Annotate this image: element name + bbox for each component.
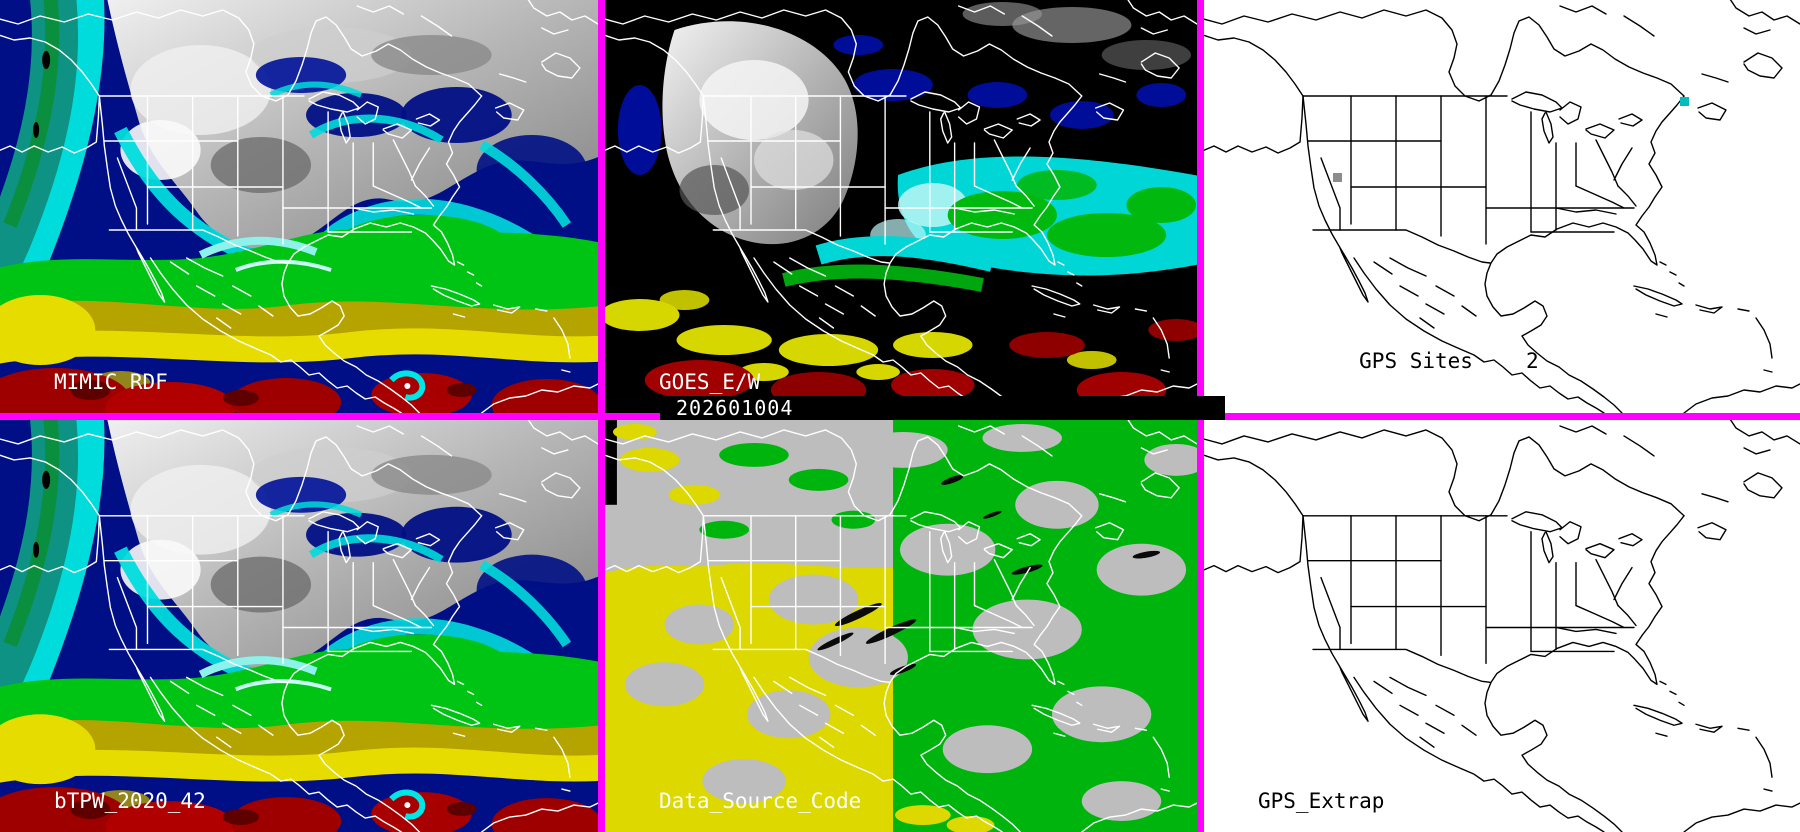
btpw-satellite-image <box>0 420 598 832</box>
panel-mimic-rdf[interactable]: MIMIC RDF <box>0 0 598 413</box>
panel-btpw[interactable]: bTPW_2020_42 <box>0 420 598 832</box>
panel-label-data-source-code: Data_Source_Code <box>659 789 862 813</box>
gps-site-marker-west <box>1333 173 1342 182</box>
panel-data-source-code[interactable]: Data_Source_Code <box>605 420 1197 832</box>
data-source-code-image <box>605 420 1197 832</box>
gps-sites-label-text: GPS Sites <box>1359 349 1473 373</box>
gps-site-marker-northeast <box>1680 97 1689 106</box>
gps-sites-count: 2 <box>1525 349 1539 373</box>
mimic-rdf-satellite-image <box>0 0 598 413</box>
panel-label-btpw: bTPW_2020_42 <box>54 789 206 813</box>
panel-gps-extrap[interactable]: GPS_Extrap <box>1204 420 1800 832</box>
panel-gps-sites[interactable]: GPS Sites 2 <box>1204 0 1800 413</box>
gps-sites-map <box>1204 0 1800 413</box>
timestamp-text: 202601004 <box>676 396 794 420</box>
gps-extrap-map <box>1204 420 1800 832</box>
panel-goes-ew[interactable]: GOES_E/W <box>605 0 1197 413</box>
timestamp-bar: 202601004 <box>660 396 1225 420</box>
panel-label-mimic-rdf: MIMIC RDF <box>54 370 168 394</box>
goes-ew-satellite-image <box>605 0 1197 413</box>
panel-label-goes-ew: GOES_E/W <box>659 370 761 394</box>
map-outline <box>1204 420 1800 832</box>
panel-label-gps-extrap: GPS_Extrap <box>1258 789 1385 813</box>
panel-label-gps-sites: GPS Sites 2 <box>1258 330 1539 393</box>
